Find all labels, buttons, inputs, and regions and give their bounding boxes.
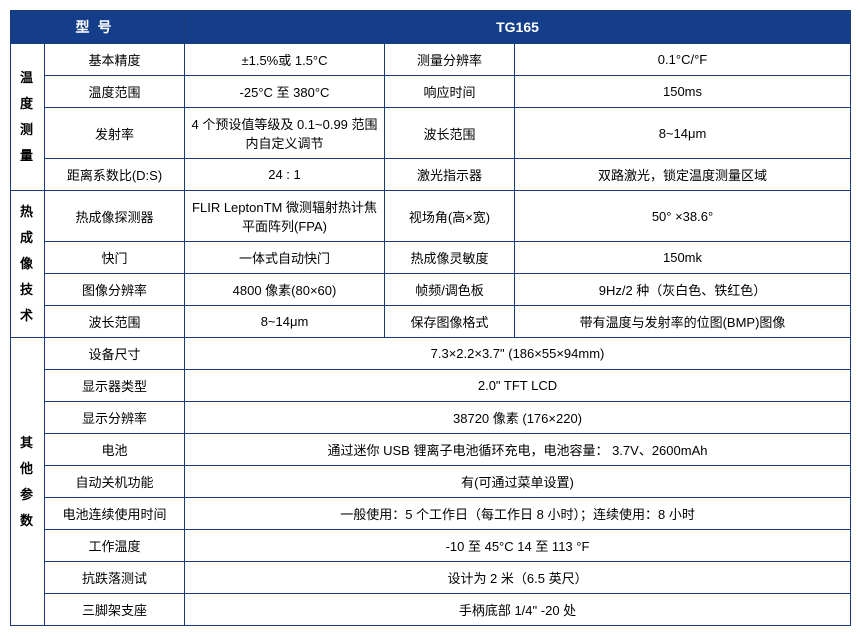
row-value: -25°C 至 380°C xyxy=(185,76,385,108)
row-value: 设计为 2 米（6.5 英尺） xyxy=(185,562,851,594)
row-value: 一体式自动快门 xyxy=(185,242,385,274)
row-label: 热成像探测器 xyxy=(45,191,185,242)
row-label: 响应时间 xyxy=(385,76,515,108)
row-label: 保存图像格式 xyxy=(385,306,515,338)
row-value: 7.3×2.2×3.7" (186×55×94mm) xyxy=(185,338,851,370)
row-label: 图像分辨率 xyxy=(45,274,185,306)
row-value: 38720 像素 (176×220) xyxy=(185,402,851,434)
spec-table: 型号 TG165 温度测量 基本精度 ±1.5%或 1.5°C 测量分辨率 0.… xyxy=(10,10,851,626)
row-label: 电池 xyxy=(45,434,185,466)
row-label: 电池连续使用时间 xyxy=(45,498,185,530)
row-value: -10 至 45°C 14 至 113 °F xyxy=(185,530,851,562)
row-label: 显示器类型 xyxy=(45,370,185,402)
row-label: 热成像灵敏度 xyxy=(385,242,515,274)
row-value: 通过迷你 USB 锂离子电池循环充电，电池容量： 3.7V、2600mAh xyxy=(185,434,851,466)
row-value: 8~14μm xyxy=(185,306,385,338)
row-value: 一般使用：5 个工作日（每工作日 8 小时）；连续使用：8 小时 xyxy=(185,498,851,530)
section-title-1: 热成像技术 xyxy=(11,191,45,338)
row-value: ±1.5%或 1.5°C xyxy=(185,44,385,76)
row-value: 150ms xyxy=(515,76,851,108)
row-label: 发射率 xyxy=(45,108,185,159)
row-label: 帧频/调色板 xyxy=(385,274,515,306)
row-label: 温度范围 xyxy=(45,76,185,108)
row-value: 手柄底部 1/4" -20 处 xyxy=(185,594,851,626)
row-value: 8~14μm xyxy=(515,108,851,159)
row-label: 快门 xyxy=(45,242,185,274)
row-value: 双路激光，锁定温度测量区域 xyxy=(515,159,851,191)
row-label: 激光指示器 xyxy=(385,159,515,191)
row-label: 三脚架支座 xyxy=(45,594,185,626)
row-label: 波长范围 xyxy=(385,108,515,159)
row-label: 视场角(高×宽) xyxy=(385,191,515,242)
row-value: 4800 像素(80×60) xyxy=(185,274,385,306)
header-model-value: TG165 xyxy=(185,11,851,44)
row-value: 0.1°C/°F xyxy=(515,44,851,76)
row-label: 波长范围 xyxy=(45,306,185,338)
section-title-0: 温度测量 xyxy=(11,44,45,191)
row-label: 设备尺寸 xyxy=(45,338,185,370)
row-value: FLIR LeptonTM 微测辐射热计焦平面阵列(FPA) xyxy=(185,191,385,242)
row-label: 自动关机功能 xyxy=(45,466,185,498)
row-value: 2.0" TFT LCD xyxy=(185,370,851,402)
row-label: 距离系数比(D:S) xyxy=(45,159,185,191)
row-value: 4 个预设值等级及 0.1~0.99 范围内自定义调节 xyxy=(185,108,385,159)
row-label: 测量分辨率 xyxy=(385,44,515,76)
row-value: 24 : 1 xyxy=(185,159,385,191)
row-label: 显示分辨率 xyxy=(45,402,185,434)
row-value: 带有温度与发射率的位图(BMP)图像 xyxy=(515,306,851,338)
row-value: 有(可通过菜单设置) xyxy=(185,466,851,498)
section-title-2: 其他参数 xyxy=(11,338,45,626)
header-model-label: 型号 xyxy=(11,11,185,44)
row-label: 基本精度 xyxy=(45,44,185,76)
row-label: 工作温度 xyxy=(45,530,185,562)
row-value: 150mk xyxy=(515,242,851,274)
row-value: 50° ×38.6° xyxy=(515,191,851,242)
row-label: 抗跌落测试 xyxy=(45,562,185,594)
row-value: 9Hz/2 种（灰白色、铁红色） xyxy=(515,274,851,306)
